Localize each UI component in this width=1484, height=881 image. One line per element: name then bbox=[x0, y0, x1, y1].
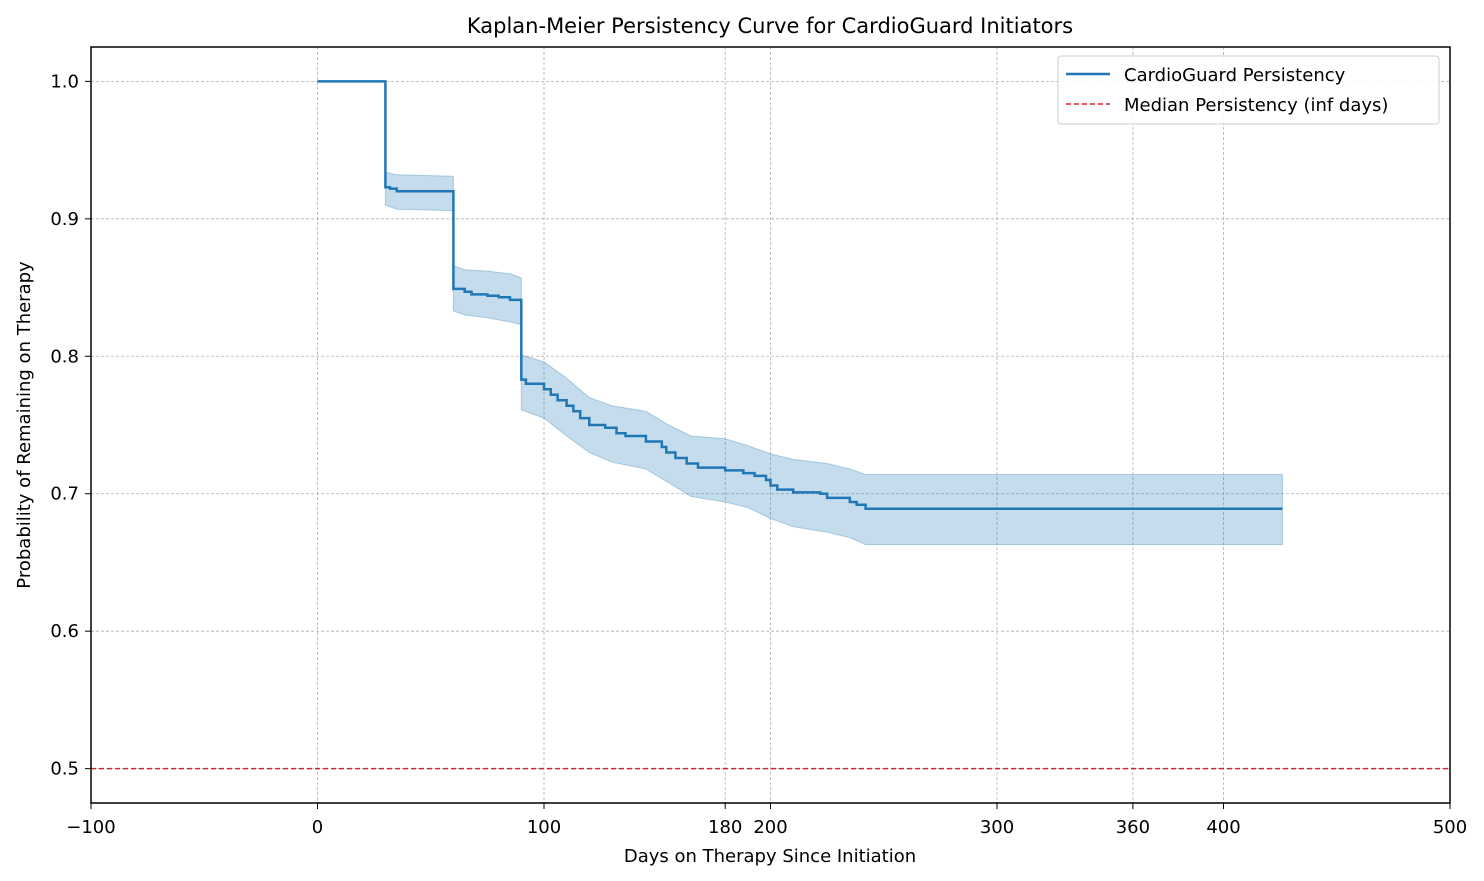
y-tick-label: 0.5 bbox=[50, 759, 79, 780]
legend-box bbox=[1057, 55, 1440, 125]
legend-label-median: Median Persistency (inf days) bbox=[1124, 95, 1388, 116]
y-tick-label: 0.6 bbox=[50, 621, 79, 642]
x-tick-label: 200 bbox=[753, 817, 787, 838]
x-tick-label: 0 bbox=[312, 817, 323, 838]
y-tick-label: 1.0 bbox=[50, 71, 79, 92]
legend-label-survival: CardioGuard Persistency bbox=[1124, 65, 1346, 86]
y-tick-label: 0.7 bbox=[50, 484, 79, 505]
x-tick-label: 180 bbox=[708, 817, 742, 838]
x-tick-label: −100 bbox=[66, 817, 115, 838]
chart-title: Kaplan-Meier Persistency Curve for Cardi… bbox=[467, 14, 1073, 38]
y-tick-label: 0.9 bbox=[50, 209, 79, 230]
x-axis-label: Days on Therapy Since Initiation bbox=[624, 846, 916, 867]
x-tick-label: 300 bbox=[980, 817, 1014, 838]
survival-curve bbox=[317, 80, 1283, 511]
x-tick-label: 100 bbox=[527, 817, 561, 838]
y-tick-label: 0.8 bbox=[50, 346, 79, 367]
x-tick-label: 360 bbox=[1116, 817, 1150, 838]
y-axis-label: Probability of Remaining on Therapy bbox=[14, 261, 35, 589]
x-tick-label: 400 bbox=[1206, 817, 1240, 838]
legend: CardioGuard Persistency Median Persisten… bbox=[1057, 55, 1440, 125]
x-tick-label: 500 bbox=[1433, 817, 1467, 838]
